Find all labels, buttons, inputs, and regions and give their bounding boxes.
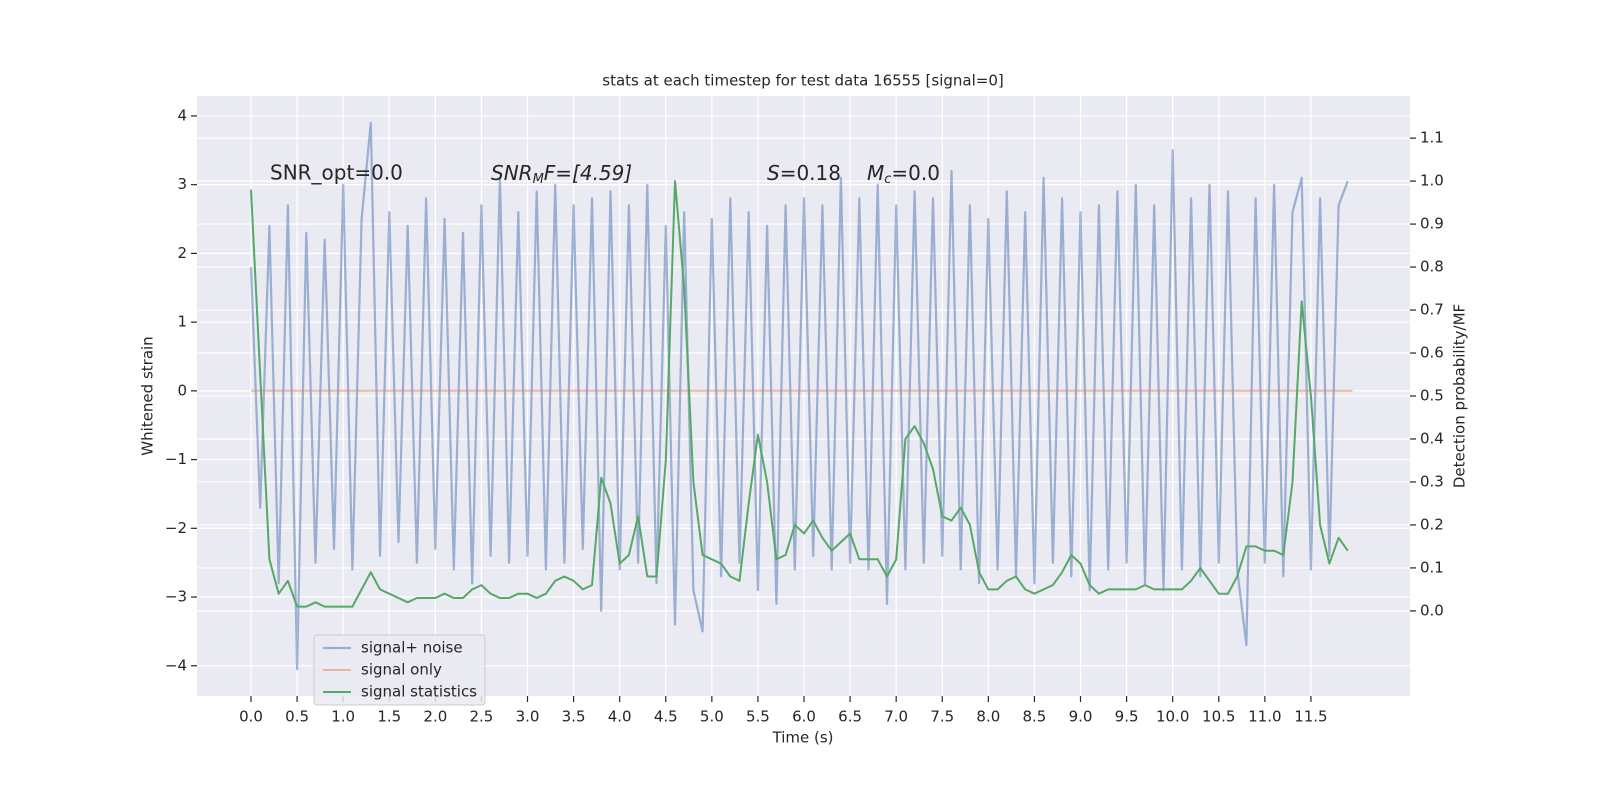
legend-box [313, 634, 486, 706]
y-tick-label: −3 [165, 588, 187, 606]
x-tick-label: 9.0 [1069, 708, 1093, 726]
y2-tick-label: 0.4 [1420, 429, 1444, 447]
y2-tick-label: 0.0 [1420, 601, 1444, 619]
line-series [249, 121, 1349, 671]
x-tick-label: 7.0 [884, 708, 908, 726]
x-axis-label: Time (s) [772, 729, 834, 747]
chart-title: stats at each timestep for test data 165… [602, 72, 1003, 90]
x-tick-label: 3.0 [516, 708, 540, 726]
y2-tick-label: 1.1 [1420, 129, 1444, 147]
y2-tick-label: 0.7 [1420, 301, 1444, 319]
x-tick-label: 5.0 [700, 708, 724, 726]
y-tick-label: 1 [177, 313, 187, 331]
y2-tick-label: 0.3 [1420, 472, 1444, 490]
y-tick-label: 4 [177, 106, 187, 124]
x-tick-label: 4.0 [608, 708, 632, 726]
x-tick-label: 2.0 [423, 708, 447, 726]
y2-tick-label: 0.6 [1420, 344, 1444, 362]
x-tick-label: 1.0 [331, 708, 355, 726]
x-tick-label: 10.5 [1202, 708, 1235, 726]
x-tick-label: 0.5 [285, 708, 309, 726]
axes: 0.0 0.5 1.0 1.5 2.0 2.5 3.0 3.5 4.0 4.5 5.0 5.5 6.0 6… [165, 106, 1444, 725]
annotation: SNR_opt=0.0 [270, 161, 403, 185]
x-tick-label: 1.5 [377, 708, 401, 726]
annotation: SNRMF=[4.59] [491, 161, 632, 187]
x-tick-label: 6.0 [792, 708, 816, 726]
legend-label: signal only [361, 661, 442, 679]
y2-tick-label: 0.1 [1420, 558, 1444, 576]
x-tick-label: 8.0 [976, 708, 1000, 726]
y-tick-label: −1 [165, 450, 187, 468]
marks [249, 121, 1353, 671]
y2-tick-label: 0.5 [1420, 387, 1444, 405]
y-tick-label: 3 [177, 175, 187, 193]
y2-tick-label: 0.9 [1420, 215, 1444, 233]
annotation-part: =0.18 [780, 161, 841, 185]
annotation-part: F=[4.59] [544, 161, 632, 185]
annotation-part: c [884, 172, 891, 187]
x-tick-label: 9.5 [1115, 708, 1139, 726]
x-tick-label: 11.0 [1248, 708, 1281, 726]
y2-axis-label: Detection probability/MF [1451, 304, 1469, 488]
annotation-part: M [867, 161, 884, 185]
y-tick-label: 0 [177, 381, 187, 399]
annotation-part: S [767, 161, 780, 185]
legend: signal+ noise signal only signal statistic… [313, 634, 486, 706]
y-tick-label: −4 [165, 656, 187, 674]
x-tick-label: 0.0 [239, 708, 263, 726]
y2-tick-label: 0.8 [1420, 258, 1444, 276]
annotation-part: SNR [491, 161, 533, 185]
x-tick-label: 3.5 [562, 708, 586, 726]
x-tick-label: 6.5 [838, 708, 862, 726]
y2-tick-label: 1.0 [1420, 172, 1444, 190]
legend-label: signal+ noise [361, 639, 463, 657]
x-tick-label: 4.5 [654, 708, 678, 726]
annotation: S=0.18 Mc=0.0 [767, 161, 940, 187]
y-tick-label: 2 [177, 244, 187, 262]
line-series [250, 180, 1349, 608]
x-tick-label: 11.5 [1294, 708, 1327, 726]
y-axis-label: Whitened strain [139, 336, 157, 455]
x-tick-label: 2.5 [469, 708, 493, 726]
y2-tick-label: 0.2 [1420, 515, 1444, 533]
y-tick-label: −2 [165, 519, 187, 537]
x-tick-label: 5.5 [746, 708, 770, 726]
annotation-part: M [533, 172, 544, 187]
x-tick-label: 8.5 [1022, 708, 1046, 726]
x-tick-label: 7.5 [930, 708, 954, 726]
legend-label: signal statistics [361, 683, 477, 701]
annotation-part: =0.0 [891, 161, 940, 185]
x-tick-label: 10.0 [1156, 708, 1189, 726]
